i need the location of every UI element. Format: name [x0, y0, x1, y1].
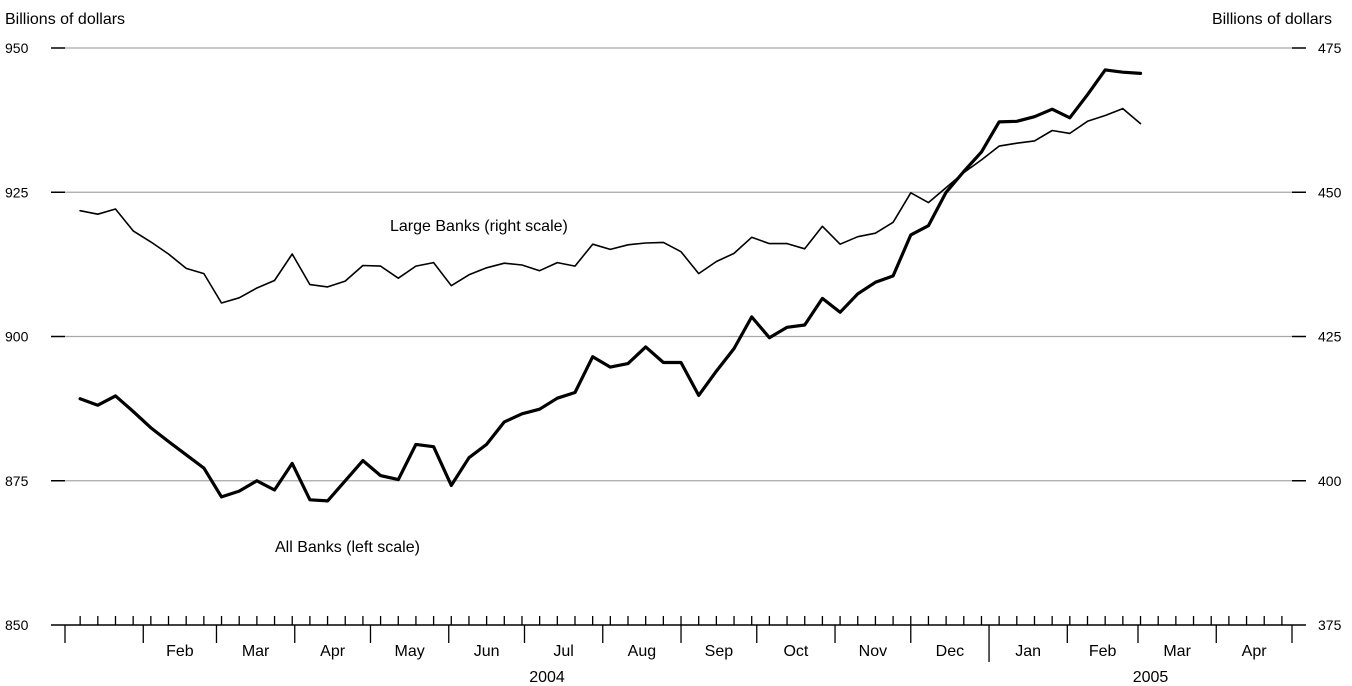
- right-tick-label: 450: [1318, 184, 1342, 200]
- left-tick-label: 925: [5, 184, 29, 200]
- left-tick-label: 850: [5, 617, 29, 633]
- gridlines: [65, 47, 1292, 482]
- x-month-label: May: [395, 643, 425, 660]
- left-tick-label: 900: [5, 329, 29, 345]
- left-tick-label: 875: [5, 473, 29, 489]
- x-month-label: Mar: [1163, 643, 1191, 660]
- x-month-label: Jun: [474, 643, 500, 660]
- x-month-label: Nov: [859, 643, 887, 660]
- x-year-label: 2005: [1133, 669, 1169, 686]
- left-y-axis: 950 925 900 875 850: [5, 40, 65, 633]
- x-month-label: Feb: [1089, 643, 1117, 660]
- x-month-label: Jan: [1015, 643, 1041, 660]
- x-month-label: Dec: [936, 643, 964, 660]
- x-month-label: Oct: [783, 643, 808, 660]
- x-axis: Feb Mar Apr May Jun Jul Aug Sep Oct Nov Dec Jan Feb M…: [64, 616, 1293, 686]
- right-tick-label: 375: [1318, 617, 1342, 633]
- right-tick-label: 475: [1318, 40, 1342, 56]
- x-month-label: Apr: [1242, 643, 1268, 660]
- right-y-axis: 475 450 425 400 375: [1292, 40, 1342, 633]
- x-month-label: Mar: [242, 643, 270, 660]
- x-month-label: Jul: [553, 643, 573, 660]
- series-layer: [78, 68, 1143, 503]
- right-tick-label: 425: [1318, 329, 1342, 345]
- x-month-label: Feb: [166, 643, 194, 660]
- right-tick-label: 400: [1318, 473, 1342, 489]
- left-axis-unit-label: Billions of dollars: [5, 11, 126, 28]
- series-label-large-banks: Large Banks (right scale): [390, 218, 568, 235]
- right-axis-unit-label: Billions of dollars: [1211, 11, 1332, 28]
- x-month-label: Sep: [705, 643, 734, 660]
- x-month-label: Apr: [320, 643, 346, 660]
- series-line-large-banks: [79, 107, 1142, 304]
- x-year-label: 2004: [529, 669, 565, 686]
- series-label-all-banks: All Banks (left scale): [275, 539, 420, 556]
- left-tick-label: 950: [5, 40, 29, 56]
- series-line-all-banks: [78, 68, 1143, 503]
- x-month-label: Aug: [628, 643, 656, 660]
